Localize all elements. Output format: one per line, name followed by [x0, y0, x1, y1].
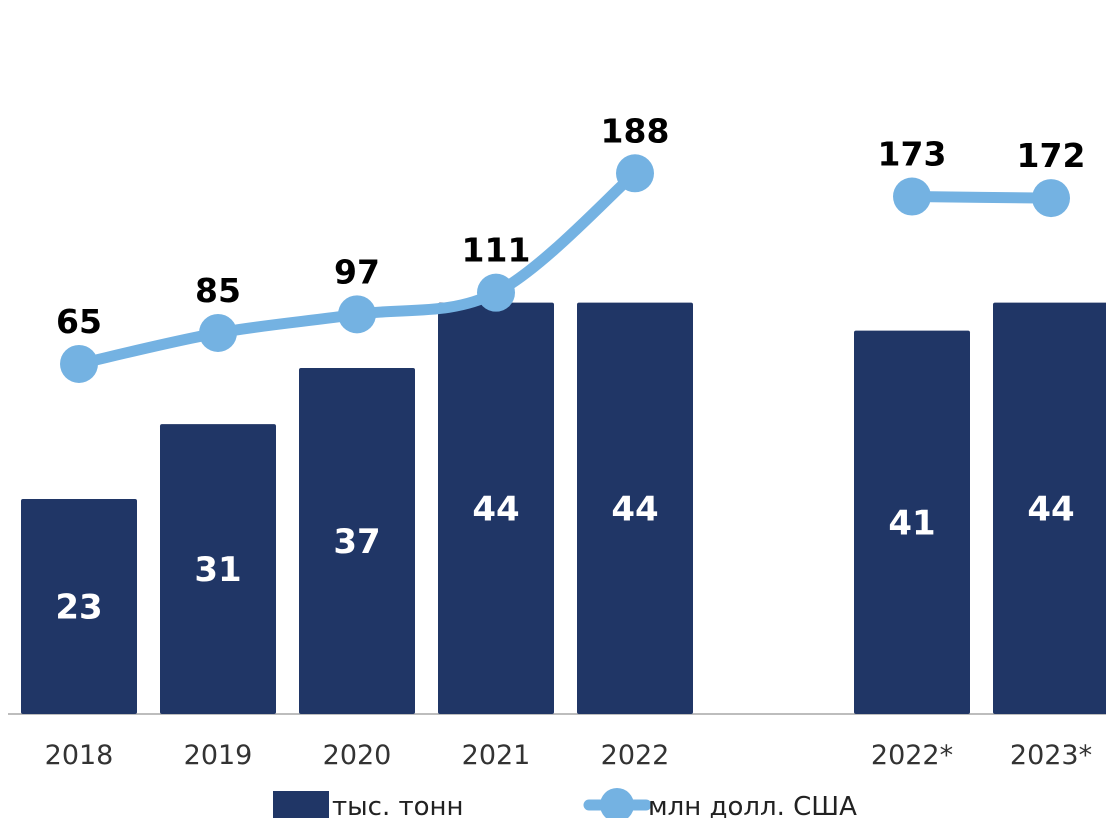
bar-value-label-2018: 23: [55, 587, 102, 627]
bar-value-label-2021: 44: [472, 489, 519, 529]
x-tick-label-2018: 2018: [45, 740, 114, 771]
line-points: [60, 154, 1070, 383]
line-point-2019: [199, 313, 237, 352]
line-point-2022: [616, 154, 654, 193]
line-value-label-2022-star: 173: [878, 135, 947, 174]
bar-2022-star: [854, 330, 970, 714]
bar-value-label-2019: 31: [194, 550, 241, 590]
legend-label-line: млн долл. США: [648, 792, 857, 818]
line-segment-2: [906, 191, 1057, 204]
bar-value-labels: 23 31 37 44 44 41 44: [55, 489, 1074, 627]
bar-series: [21, 302, 1106, 714]
line-value-labels: 65 85 97 111 188 173 172: [56, 111, 1085, 341]
line-point-2020: [338, 295, 376, 334]
line-point-2018: [60, 344, 98, 383]
line-point-2023-star: [1032, 179, 1070, 218]
x-tick-label-2020: 2020: [323, 740, 392, 771]
line-value-label-2018: 65: [56, 302, 102, 341]
bar-2020: [299, 368, 415, 714]
bar-2019: [160, 424, 276, 714]
bar-value-label-2022: 44: [611, 489, 658, 529]
line-value-label-2022: 188: [601, 111, 670, 150]
legend-swatch-bar: [273, 791, 329, 818]
line-point-2021: [477, 273, 515, 312]
x-tick-label-2022-star: 2022*: [871, 740, 953, 771]
line-point-2022-star: [893, 177, 931, 216]
legend: тыс. тонн млн долл. США: [273, 788, 857, 818]
bar-value-label-2023-star: 44: [1027, 489, 1074, 529]
x-tick-label-2019: 2019: [184, 740, 253, 771]
x-tick-label-2021: 2021: [462, 740, 531, 771]
line-value-label-2020: 97: [334, 252, 380, 291]
bar-2022: [577, 302, 693, 714]
bar-value-label-2020: 37: [333, 522, 380, 562]
x-tick-label-2022: 2022: [601, 740, 670, 771]
x-tick-label-2023-star: 2023*: [1010, 740, 1092, 771]
bar-2021: [438, 302, 554, 714]
bar-2018: [21, 498, 137, 714]
legend-swatch-marker: [600, 788, 634, 818]
bar-value-label-2022-star: 41: [888, 503, 935, 543]
line-value-label-2021: 111: [462, 231, 531, 270]
legend-label-bar: тыс. тонн: [332, 792, 464, 818]
line-value-label-2019: 85: [195, 271, 241, 310]
line-value-label-2023-star: 172: [1017, 136, 1086, 175]
bar-2023-star: [993, 302, 1106, 714]
x-axis-tick-labels: 2018 2019 2020 2021 2022 2022* 2023*: [45, 740, 1092, 771]
